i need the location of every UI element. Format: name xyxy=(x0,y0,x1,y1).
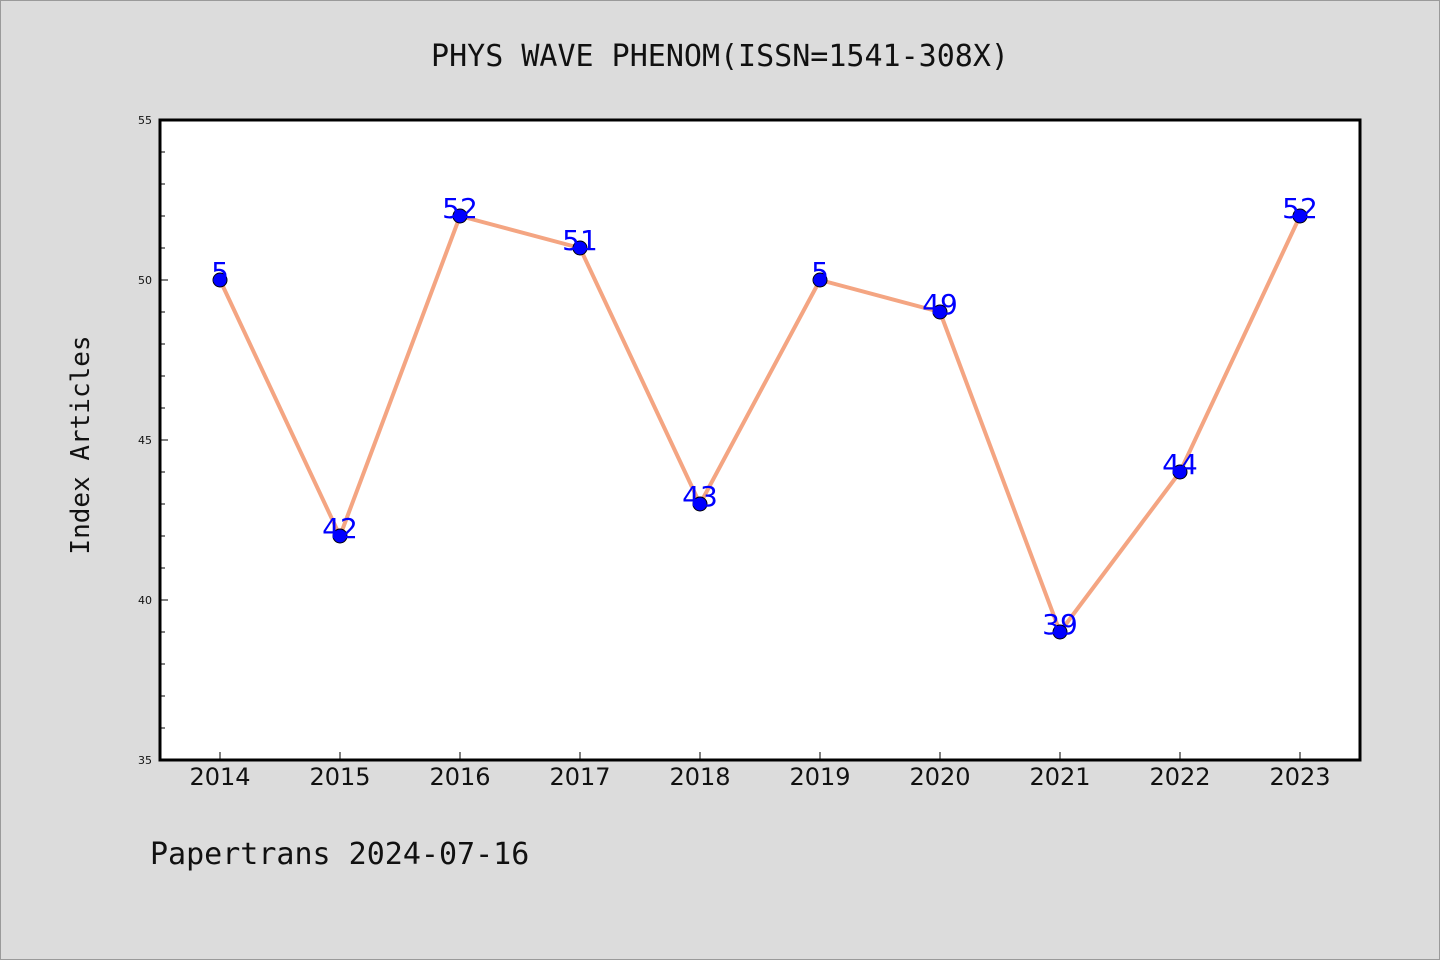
data-point xyxy=(1172,464,1188,480)
data-label: 42 xyxy=(322,512,358,545)
x-tick-label: 2022 xyxy=(1149,763,1210,791)
x-tick-label: 2020 xyxy=(909,763,970,791)
y-axis-label: Index Articles xyxy=(66,335,96,554)
x-tick-label: 2021 xyxy=(1029,763,1090,791)
data-point xyxy=(932,304,948,320)
x-tick-label: 2017 xyxy=(549,763,610,791)
y-tick-label: 55 xyxy=(138,114,152,127)
x-tick-label: 2016 xyxy=(429,763,490,791)
data-point xyxy=(572,240,588,256)
y-axis: 35 40 45 50 55 xyxy=(138,114,168,767)
data-label: 5 xyxy=(811,256,829,289)
data-label: 52 xyxy=(1282,192,1318,225)
data-point xyxy=(812,272,828,288)
data-point xyxy=(212,272,228,288)
footer-text: Papertrans 2024-07-16 xyxy=(150,837,529,872)
data-point xyxy=(1292,208,1308,224)
data-point xyxy=(452,208,468,224)
data-label: 51 xyxy=(562,224,598,257)
y-tick-label: 45 xyxy=(138,434,152,447)
x-axis: 2014 2015 2016 2017 2018 2019 2020 2021 2022 2023 xyxy=(189,752,1331,791)
x-tick-label: 2023 xyxy=(1269,763,1330,791)
data-label: 43 xyxy=(682,480,718,513)
data-label: 49 xyxy=(922,288,958,321)
x-tick-label: 2015 xyxy=(309,763,370,791)
x-tick-label: 2018 xyxy=(669,763,730,791)
series-line xyxy=(218,214,1302,634)
x-tick-label: 2019 xyxy=(789,763,850,791)
chart-title: PHYS WAVE PHENOM(ISSN=1541-308X) xyxy=(431,39,1009,74)
data-point xyxy=(692,496,708,512)
data-label: 52 xyxy=(442,192,478,225)
x-tick-label: 2014 xyxy=(189,763,250,791)
data-label: 5 xyxy=(211,256,229,289)
data-point xyxy=(332,528,348,544)
plot-area xyxy=(158,118,1362,762)
y-tick-label: 50 xyxy=(138,274,152,287)
y-tick-label: 35 xyxy=(138,754,152,767)
data-label: 44 xyxy=(1162,448,1198,481)
series-index-articles: 5 42 52 51 43 5 49 39 44 52 xyxy=(211,192,1318,641)
y-tick-label: 40 xyxy=(138,594,152,607)
data-label: 39 xyxy=(1042,608,1078,641)
data-point xyxy=(1052,624,1068,640)
